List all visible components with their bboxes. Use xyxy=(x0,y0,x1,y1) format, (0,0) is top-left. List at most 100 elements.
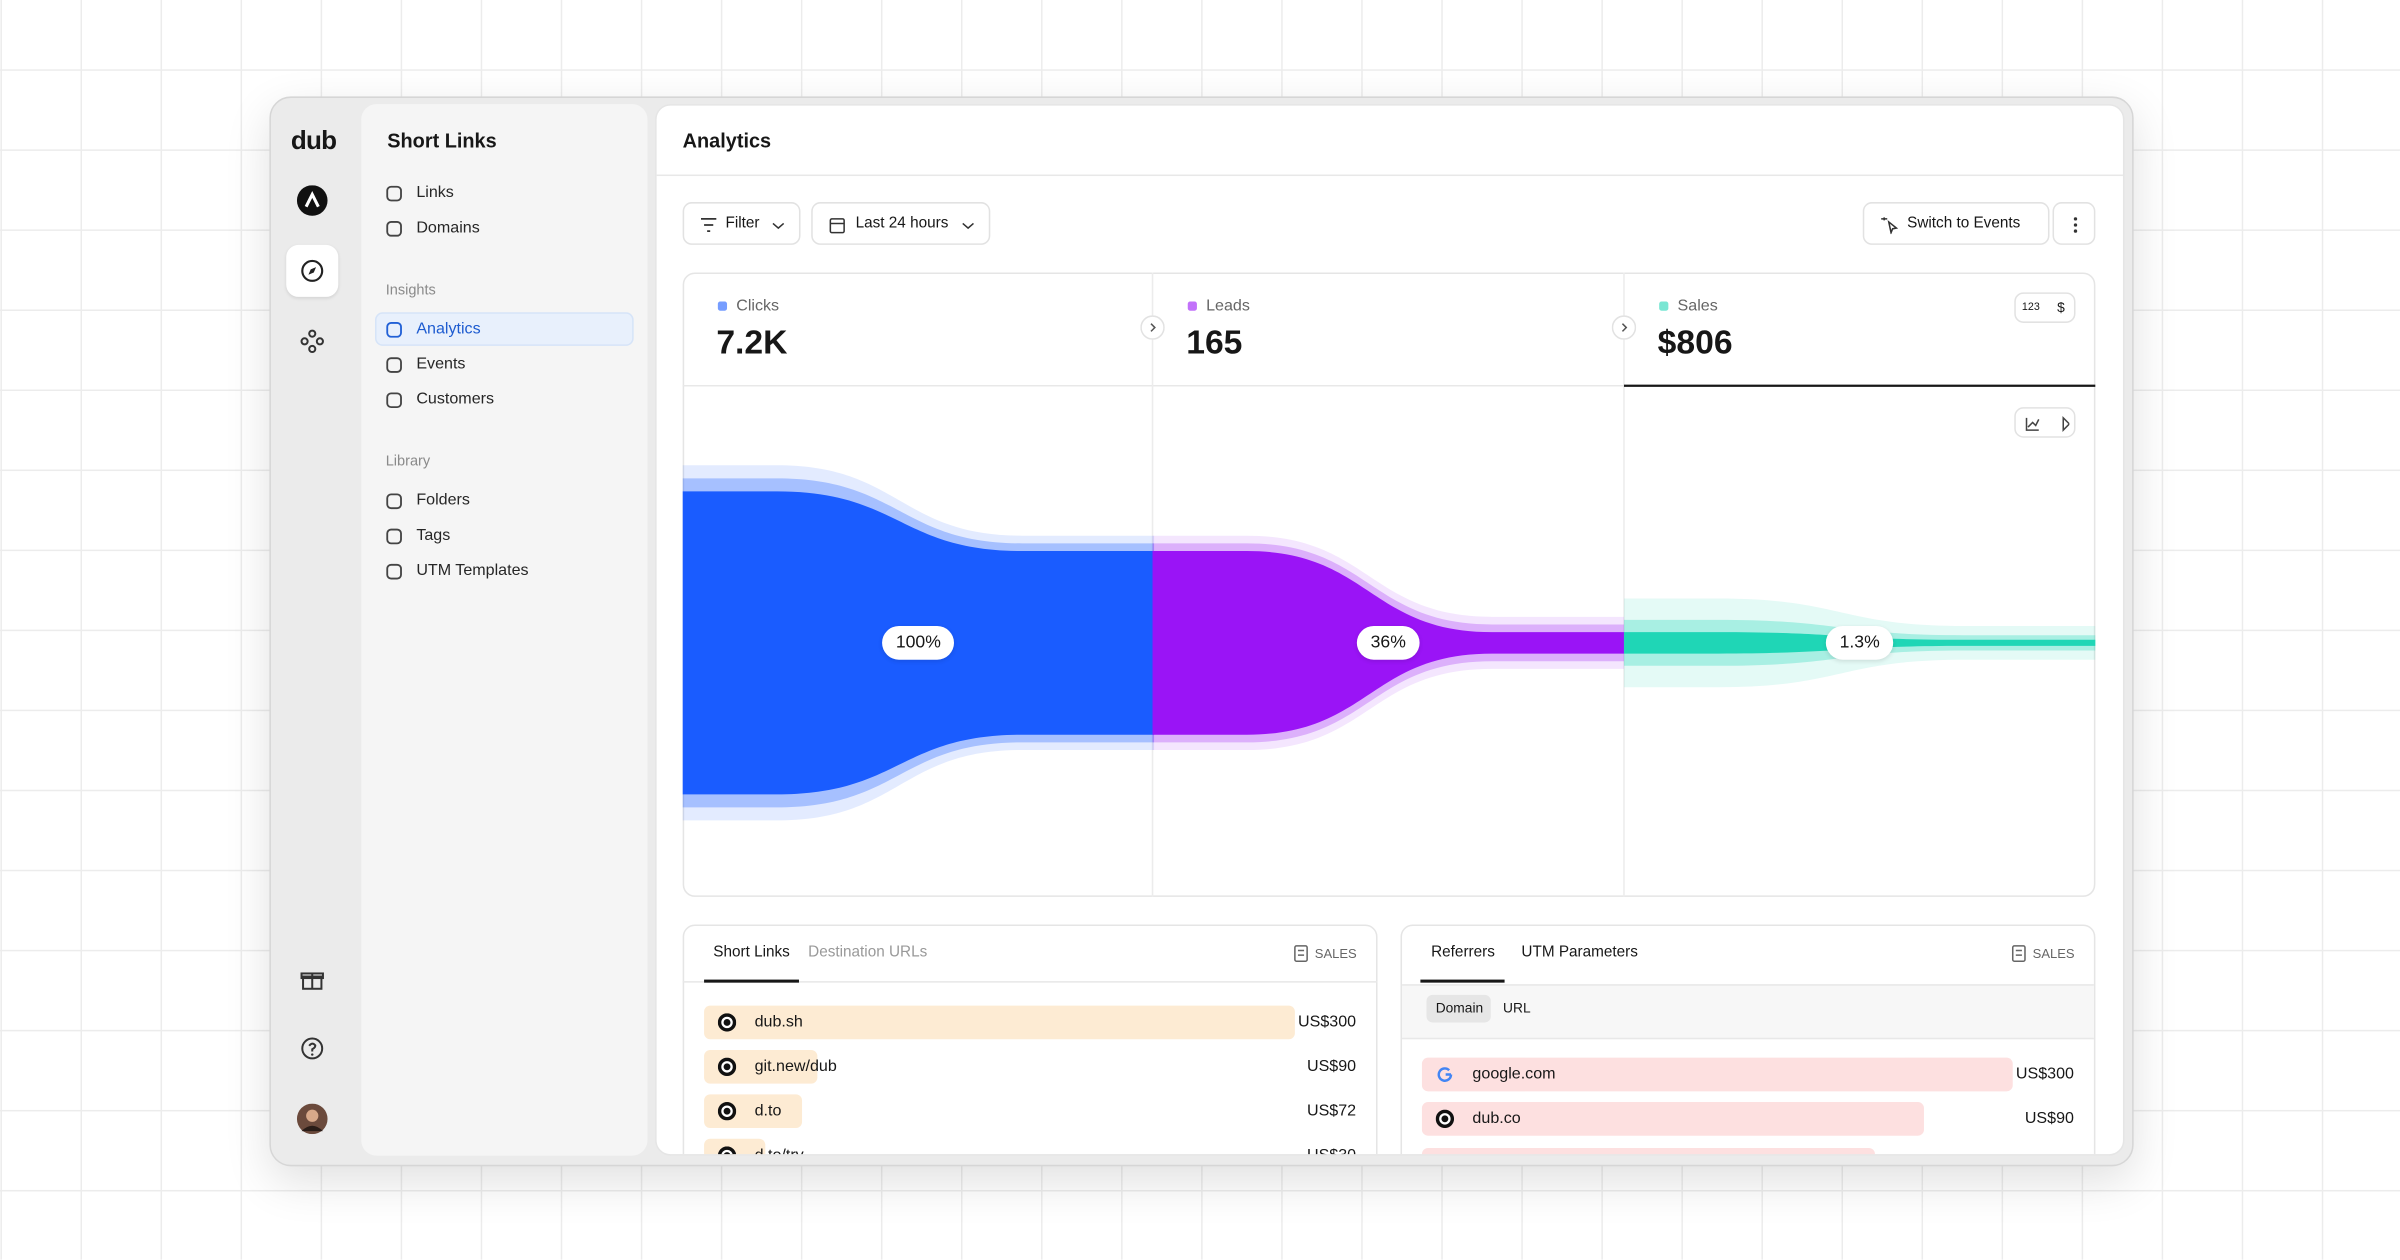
view-toggle[interactable] xyxy=(2014,407,2076,438)
favicon xyxy=(1435,1109,1455,1129)
sidebar-title: Short Links xyxy=(387,129,497,153)
tab[interactable]: Short Links xyxy=(713,944,790,962)
tab-underline xyxy=(704,979,799,983)
step-arrow[interactable] xyxy=(1611,315,1637,340)
nav-icon xyxy=(386,391,402,408)
divider xyxy=(682,981,1378,983)
row-bar xyxy=(1421,1057,2013,1092)
favicon-inner xyxy=(1439,1113,1451,1125)
page-title: Analytics xyxy=(682,129,772,153)
funnel-step-name: Leads xyxy=(1206,296,1250,315)
filter-label: Filter xyxy=(725,215,760,232)
row-label[interactable]: d.to/try xyxy=(754,1146,804,1156)
metric-label[interactable]: SALES xyxy=(1314,945,1357,961)
dots-icon xyxy=(2073,217,2078,233)
toggle-currency[interactable]: $ xyxy=(2057,299,2065,316)
row-bar xyxy=(1421,1147,1875,1155)
metric-icon xyxy=(2011,945,2026,962)
row-value: US$300 xyxy=(1298,1012,1357,1032)
tab[interactable]: Referrers xyxy=(1431,944,1495,962)
main-panel: Analytics Filter Last 24 hours Switch to… xyxy=(655,104,2125,1156)
nav-item[interactable]: Customers xyxy=(416,389,495,409)
toggle-count[interactable]: 123 xyxy=(2021,302,2040,314)
row-label[interactable]: dub.co xyxy=(1472,1109,1521,1128)
main-content: Analytics Filter Last 24 hours Switch to… xyxy=(656,106,2123,1156)
gift-icon[interactable] xyxy=(300,967,324,991)
nav-icon xyxy=(386,356,402,373)
nav-icon-shape xyxy=(386,492,402,509)
row-label[interactable]: dub.sh xyxy=(754,1012,803,1032)
row-label[interactable]: git.new/dub xyxy=(754,1057,837,1076)
funnel-step-value: $806 xyxy=(1657,322,1733,362)
filter-icon xyxy=(701,217,717,233)
chevron xyxy=(772,222,785,230)
nav-item[interactable]: Events xyxy=(416,354,466,374)
tab-underline xyxy=(1420,979,1505,983)
nav-active xyxy=(374,312,634,346)
view-icons xyxy=(2025,416,2070,432)
row-label[interactable]: d.to xyxy=(754,1101,782,1121)
help-icon[interactable] xyxy=(300,1036,324,1060)
unit-toggle[interactable]: 123 $ xyxy=(2014,292,2076,323)
tab[interactable]: UTM Parameters xyxy=(1521,944,1638,962)
funnel-percent: 100% xyxy=(882,626,955,660)
nav-item[interactable]: Links xyxy=(416,183,454,202)
favicon-shape xyxy=(717,1102,737,1121)
arrow-chevron xyxy=(1621,323,1628,332)
favicon-shape xyxy=(717,1057,737,1077)
nav-item[interactable]: Folders xyxy=(416,490,470,510)
funnel-percent: 1.3% xyxy=(1825,626,1894,660)
compass-icon xyxy=(301,259,324,282)
divider xyxy=(656,174,2123,177)
favicon-shape xyxy=(1437,1067,1453,1082)
partners-icon[interactable] xyxy=(300,329,324,354)
arrow-chevron xyxy=(1150,323,1156,332)
nav-icon-shape xyxy=(386,185,402,201)
funnel-step-value: 165 xyxy=(1186,322,1243,362)
row-bar xyxy=(704,1138,766,1155)
row-label[interactable]: google.com xyxy=(1472,1064,1556,1084)
favicon-inner xyxy=(721,1016,733,1029)
logo[interactable]: dub xyxy=(290,126,337,156)
more-button[interactable] xyxy=(2052,202,2096,245)
switch-button[interactable]: Switch to Events xyxy=(1862,202,2050,245)
nav-heading: Library xyxy=(385,453,431,471)
favicon xyxy=(717,1057,737,1077)
filter-button[interactable]: Filter xyxy=(682,202,801,245)
metric-label[interactable]: SALES xyxy=(2032,945,2075,961)
funnel-step-name: Clicks xyxy=(736,296,780,315)
funnel-step-value: 7.2K xyxy=(716,322,788,362)
favicon-inner xyxy=(721,1149,733,1155)
user-avatar[interactable] xyxy=(296,1103,328,1135)
funnel-step-swatch xyxy=(1187,301,1197,311)
subtab[interactable]: URL xyxy=(1503,1000,1531,1016)
nav-icon xyxy=(386,527,402,544)
subtab-bar xyxy=(1402,984,2094,1040)
nav-icon-shape xyxy=(386,527,402,544)
nav-icon xyxy=(386,563,402,579)
range-button[interactable]: Last 24 hours xyxy=(811,202,991,245)
tab[interactable]: Destination URLs xyxy=(808,944,928,962)
range-label: Last 24 hours xyxy=(855,215,949,232)
nav-item[interactable]: Tags xyxy=(416,526,451,545)
step-arrow[interactable] xyxy=(1140,315,1165,340)
nav-icon xyxy=(386,220,402,236)
row-bar xyxy=(704,1005,1295,1040)
nav-item[interactable]: Domains xyxy=(416,218,480,237)
funnel-step-swatch xyxy=(717,301,728,311)
nav-item[interactable]: UTM Templates xyxy=(416,561,529,580)
funnel-percent: 36% xyxy=(1356,626,1420,660)
favicon-inner xyxy=(721,1105,733,1117)
calendar-icon xyxy=(829,218,845,234)
subtab-active[interactable] xyxy=(1426,994,1491,1023)
subtab[interactable]: Domain xyxy=(1435,1000,1484,1016)
cursor-icon xyxy=(1881,217,1899,235)
row-value: US$72 xyxy=(1306,1101,1357,1121)
nav-item[interactable]: Analytics xyxy=(416,319,481,338)
workspace-avatar[interactable] xyxy=(296,185,328,216)
arrow-circle xyxy=(1611,315,1637,340)
nav-icon-shape xyxy=(386,220,402,236)
switch-label: Switch to Events xyxy=(1907,215,2021,232)
